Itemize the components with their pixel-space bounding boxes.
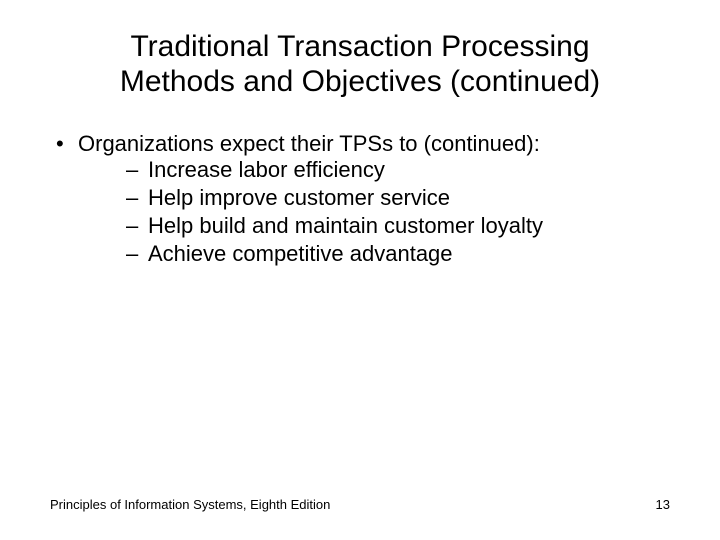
bullet-l2-text: Achieve competitive advantage bbox=[148, 241, 453, 266]
bullet-level1: Organizations expect their TPSs to (cont… bbox=[50, 131, 670, 267]
title-line-1: Traditional Transaction Processing bbox=[130, 30, 589, 63]
bullet-level2: Achieve competitive advantage bbox=[78, 241, 670, 267]
bullet-l2-text: Increase labor efficiency bbox=[148, 157, 385, 182]
bullet-l2-text: Help improve customer service bbox=[148, 185, 450, 210]
bullet-level2: Help build and maintain customer loyalty bbox=[78, 213, 670, 239]
bullet-l1-text: Organizations expect their TPSs to (cont… bbox=[78, 131, 540, 156]
bullet-l2-text: Help build and maintain customer loyalty bbox=[148, 213, 543, 238]
bullet-level2: Increase labor efficiency bbox=[78, 157, 670, 183]
slide: Traditional Transaction Processing Metho… bbox=[0, 0, 720, 540]
title-line-2: Methods and Objectives (continued) bbox=[120, 65, 600, 98]
page-number: 13 bbox=[656, 497, 670, 512]
bullet-list: Organizations expect their TPSs to (cont… bbox=[50, 131, 670, 267]
footer-source: Principles of Information Systems, Eight… bbox=[50, 497, 330, 512]
bullet-level2: Help improve customer service bbox=[78, 185, 670, 211]
slide-title: Traditional Transaction Processing Metho… bbox=[50, 30, 670, 99]
bullet-sublist: Increase labor efficiency Help improve c… bbox=[78, 157, 670, 267]
